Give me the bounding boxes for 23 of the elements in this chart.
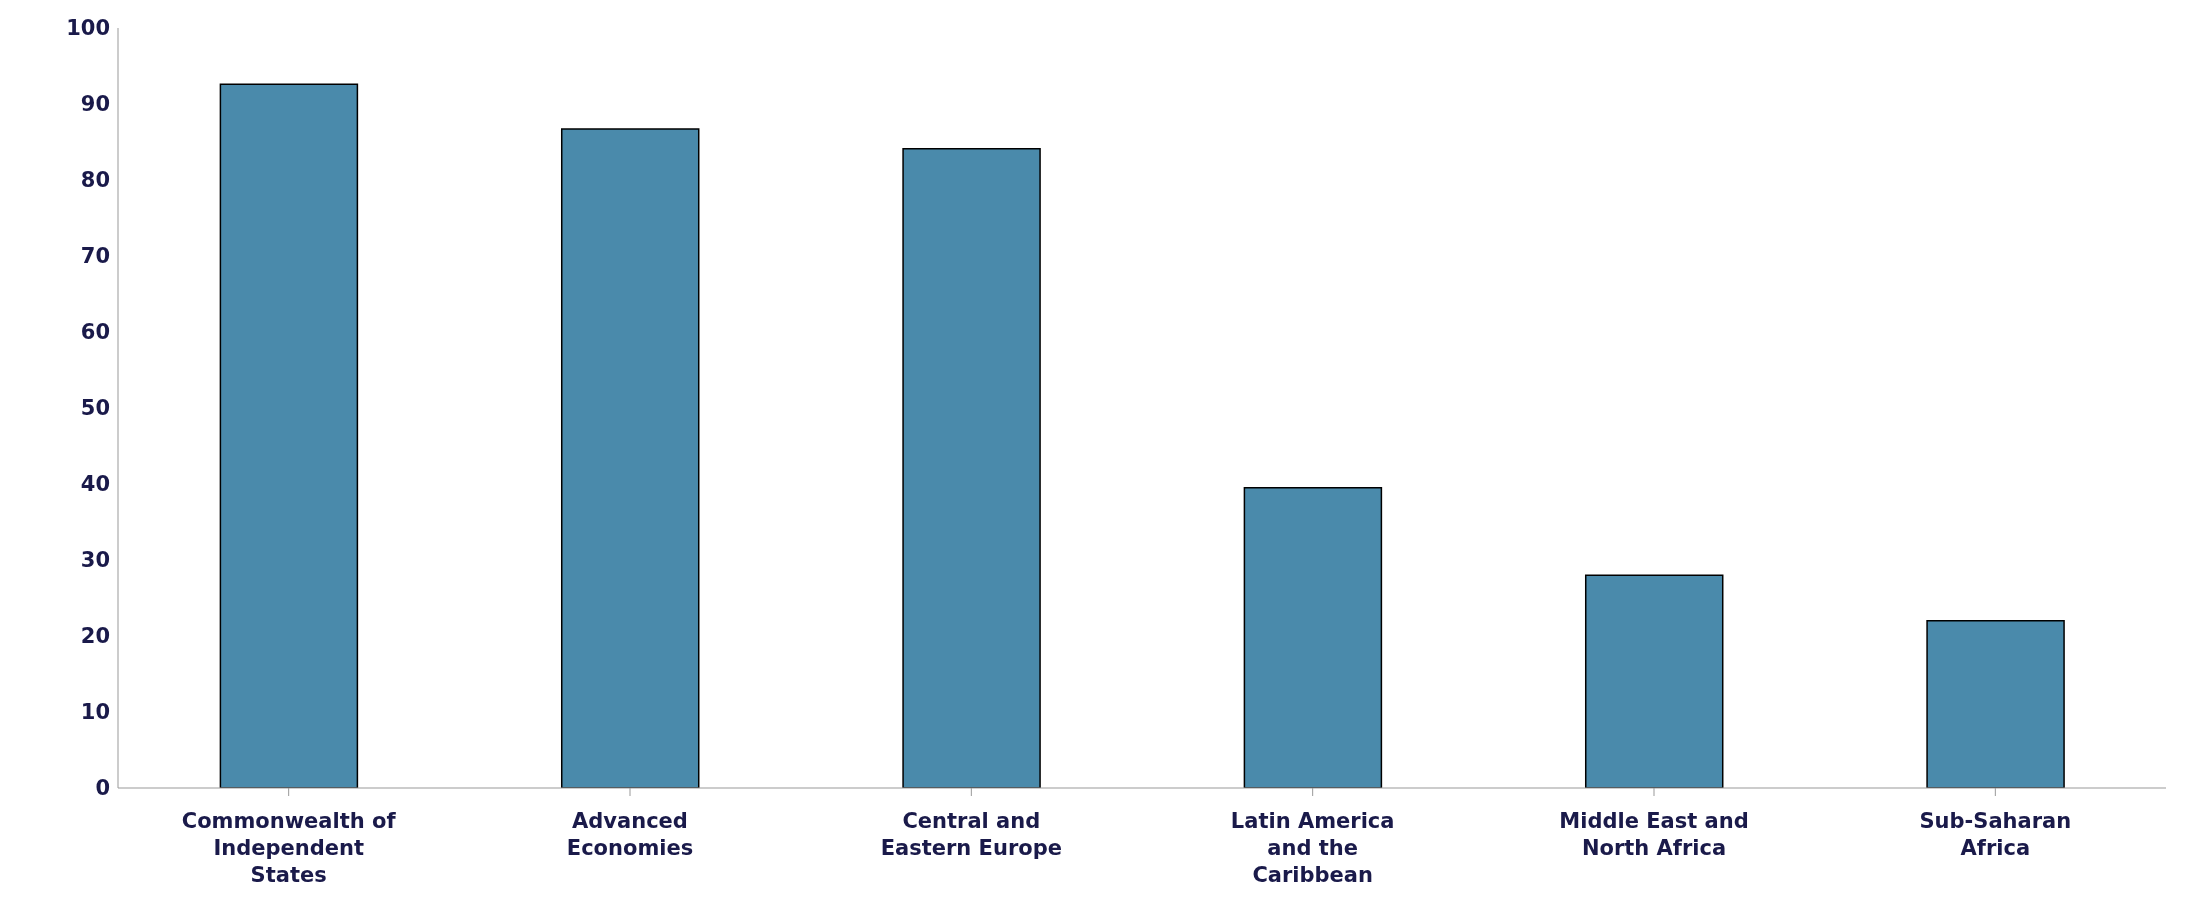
bar <box>902 148 1041 788</box>
x-tick-label: Middle East and North Africa <box>1559 809 1749 860</box>
y-tick-label: 50 <box>80 396 110 421</box>
y-tick-label: 100 <box>66 16 110 41</box>
bar <box>1584 574 1724 788</box>
x-tick-label: Sub-Saharan Africa <box>1919 809 2072 860</box>
y-tick-label: 10 <box>80 700 110 725</box>
x-tick-label: Latin America and the Caribbean <box>1230 809 1395 887</box>
y-tick-label: 40 <box>80 472 110 497</box>
y-tick-label: 90 <box>80 92 110 117</box>
y-tick-label: 80 <box>80 168 110 193</box>
x-tick-label: Commonwealth of Independent States <box>181 809 397 887</box>
bar <box>560 128 700 788</box>
bar <box>1926 620 2065 788</box>
y-tick-label: 30 <box>80 548 110 573</box>
y-tick-label: 0 <box>95 776 110 801</box>
bar <box>219 83 359 788</box>
y-tick-label: 60 <box>80 320 110 345</box>
y-tick-label: 20 <box>80 624 110 649</box>
y-tick-label: 70 <box>80 244 110 269</box>
x-tick-label: Advanced Economies <box>566 809 694 860</box>
x-tick-label: Central and Eastern Europe <box>880 809 1062 860</box>
bar <box>1243 487 1383 788</box>
